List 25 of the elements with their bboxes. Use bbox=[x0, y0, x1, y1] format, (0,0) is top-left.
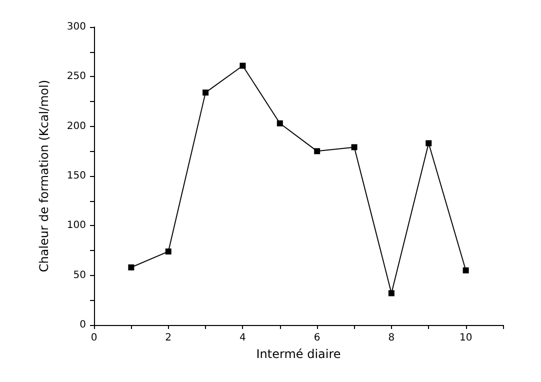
point bbox=[276, 120, 283, 126]
point bbox=[128, 264, 134, 270]
y-tick-label: 300 bbox=[66, 22, 86, 32]
point bbox=[165, 248, 172, 254]
y-tick-label: 200 bbox=[66, 120, 86, 132]
x-tick-label: 8 bbox=[388, 332, 395, 344]
point bbox=[314, 148, 320, 154]
x-tick-label: 2 bbox=[165, 332, 172, 344]
y-tick-label: 100 bbox=[66, 220, 86, 232]
point bbox=[388, 290, 394, 296]
point bbox=[462, 267, 469, 274]
point bbox=[351, 144, 358, 150]
point bbox=[202, 90, 209, 96]
x-tick-label: 4 bbox=[240, 332, 246, 344]
x-axis-title: Intermé diaire bbox=[256, 346, 341, 361]
y-axis-title: Chaleur de formation (Kcal/mol) bbox=[37, 80, 51, 272]
point bbox=[426, 140, 432, 146]
point bbox=[240, 62, 246, 69]
x-tick-label: 10 bbox=[459, 332, 472, 344]
x-tick-label: 6 bbox=[314, 332, 320, 344]
y-tick-label: 50 bbox=[73, 270, 86, 281]
y-tick-label: 0 bbox=[80, 320, 86, 330]
x-tick-label: 0 bbox=[90, 332, 98, 344]
y-tick-label: 250 bbox=[66, 71, 86, 82]
y-tick-label: 150 bbox=[66, 170, 86, 182]
